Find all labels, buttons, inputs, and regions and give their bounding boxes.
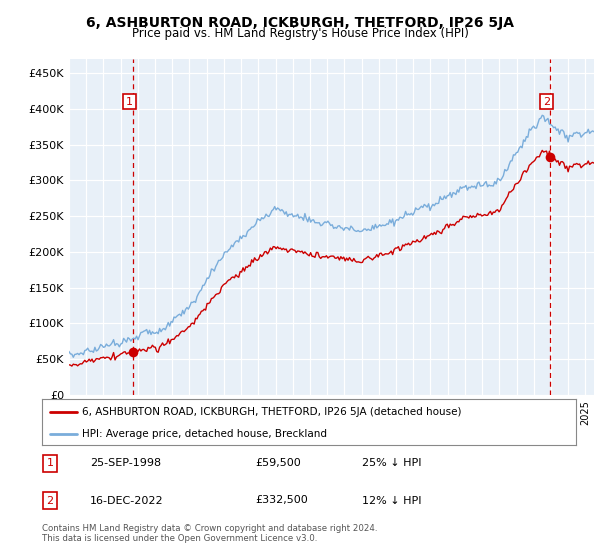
Text: 25-SEP-1998: 25-SEP-1998 bbox=[90, 459, 161, 468]
Text: Price paid vs. HM Land Registry's House Price Index (HPI): Price paid vs. HM Land Registry's House … bbox=[131, 27, 469, 40]
Text: Contains HM Land Registry data © Crown copyright and database right 2024.
This d: Contains HM Land Registry data © Crown c… bbox=[42, 524, 377, 543]
Text: 2: 2 bbox=[543, 97, 550, 107]
Text: 12% ↓ HPI: 12% ↓ HPI bbox=[362, 496, 422, 506]
Text: £59,500: £59,500 bbox=[256, 459, 301, 468]
Text: 1: 1 bbox=[126, 97, 133, 107]
Text: HPI: Average price, detached house, Breckland: HPI: Average price, detached house, Brec… bbox=[82, 429, 327, 438]
Text: 25% ↓ HPI: 25% ↓ HPI bbox=[362, 459, 422, 468]
Text: £332,500: £332,500 bbox=[256, 496, 308, 506]
Text: 6, ASHBURTON ROAD, ICKBURGH, THETFORD, IP26 5JA (detached house): 6, ASHBURTON ROAD, ICKBURGH, THETFORD, I… bbox=[82, 407, 461, 417]
Text: 16-DEC-2022: 16-DEC-2022 bbox=[90, 496, 164, 506]
Text: 6, ASHBURTON ROAD, ICKBURGH, THETFORD, IP26 5JA: 6, ASHBURTON ROAD, ICKBURGH, THETFORD, I… bbox=[86, 16, 514, 30]
Text: 1: 1 bbox=[47, 459, 53, 468]
Text: 2: 2 bbox=[46, 496, 53, 506]
